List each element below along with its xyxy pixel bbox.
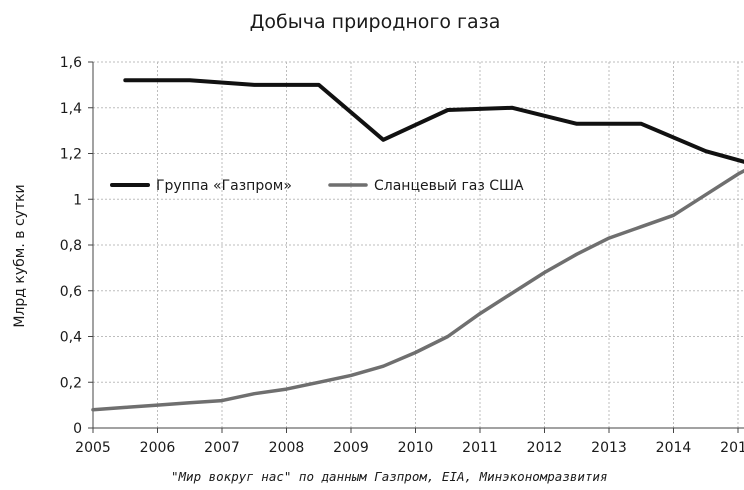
x-tick-label: 2012 [527,440,563,456]
chart-title: Добыча природного газа [250,11,501,33]
x-tick-label: 2014 [656,440,692,456]
y-tick-label: 1 [73,192,82,208]
y-tick-label: 0,4 [60,330,82,346]
y-tick-label: 0,2 [60,375,82,391]
series-layer [91,78,744,412]
y-axis-label: Млрд кубм. в сутки [12,184,28,327]
y-tick-label: 1,4 [60,101,82,117]
legend-label: Группа «Газпром» [156,178,292,194]
x-tick-label: 2005 [75,440,111,456]
series-line-us-shale [91,168,744,412]
grid-layer [92,61,744,429]
x-tick-label: 2013 [591,440,627,456]
x-tick-label: 2008 [269,440,305,456]
y-tick-label: 0,6 [60,284,82,300]
x-tick-label: 2007 [204,440,240,456]
x-tick-label: 2015 [720,440,744,456]
source-note: "Мир вокруг нас" по данным Газпром, EIA,… [171,469,608,484]
legend-item-us-shale: Сланцевый газ США [328,178,524,194]
x-tick-label: 2006 [140,440,176,456]
x-tick-label: 2009 [333,440,369,456]
y-tick-label: 0,8 [60,238,82,254]
legend-label: Сланцевый газ США [374,178,524,194]
x-tick-label: 2010 [398,440,434,456]
y-tick-label: 0 [73,421,82,437]
legend: Группа «Газпром» Сланцевый газ США [110,178,524,194]
legend-item-gazprom: Группа «Газпром» [110,178,292,194]
y-tick-label: 1,2 [60,147,82,163]
axes-layer: 0 0,2 0,4 0,6 0,8 1 1,2 1,4 1,6 2005 2006 2007 2008 2… [60,55,744,456]
x-tick-label: 2011 [462,440,498,456]
y-tick-label: 1,6 [60,55,82,71]
series-line-gazprom [123,78,744,164]
